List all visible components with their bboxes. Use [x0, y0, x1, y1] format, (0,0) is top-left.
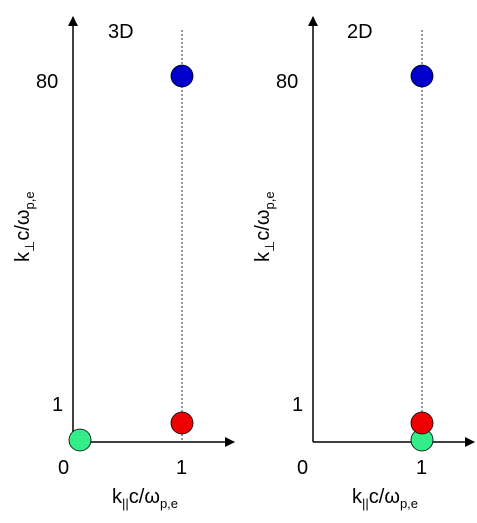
data-point: [410, 411, 434, 435]
panel-3d: 3D 80 1 0 1 k||c/ωp,e k⊥c/ωp,e: [12, 16, 235, 511]
data-point: [170, 64, 194, 88]
panel-2d: 2D 80 1 0 1 k||c/ωp,e k⊥c/ωp,e: [252, 16, 475, 511]
x-tick-label: 0: [297, 457, 308, 479]
panel-title: 3D: [108, 21, 134, 43]
points-2d: [410, 64, 434, 452]
y-axis-label: k⊥c/ωp,e: [252, 191, 277, 262]
x-tick-label: 0: [58, 457, 69, 479]
x-tick-label: 1: [416, 457, 427, 479]
y-tick-label: 80: [276, 71, 298, 93]
y-axis-label: k⊥c/ωp,e: [12, 191, 37, 262]
data-point: [170, 411, 194, 435]
y-tick-label: 1: [52, 394, 63, 416]
y-tick-label: 80: [36, 71, 58, 93]
x-tick-label: 1: [176, 457, 187, 479]
points-3d: [68, 64, 194, 452]
data-point: [410, 64, 434, 88]
x-axis-label: k||c/ωp,e: [112, 486, 178, 511]
data-point: [68, 428, 92, 452]
x-axis-label: k||c/ωp,e: [352, 486, 418, 511]
panel-title: 2D: [347, 21, 373, 43]
y-tick-label: 1: [292, 394, 303, 416]
